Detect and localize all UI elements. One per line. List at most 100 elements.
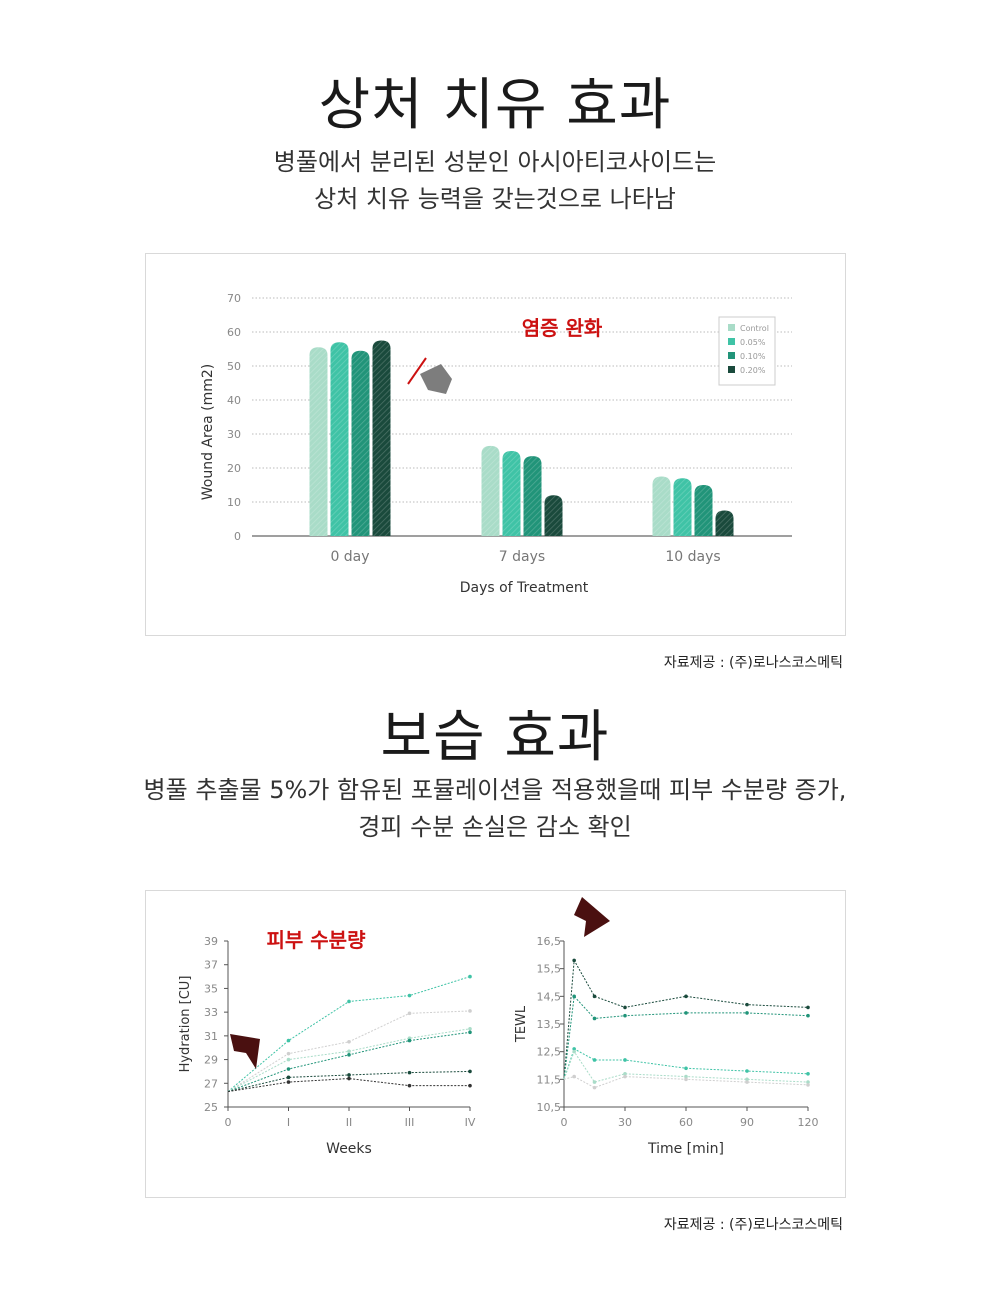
- hydration-point: [286, 1075, 291, 1080]
- tewl-y-axis-label: TEWL: [514, 1005, 529, 1043]
- bar-texture: [694, 485, 713, 536]
- tewl-point: [623, 1072, 627, 1076]
- y-tick-label: 10,5: [537, 1101, 562, 1114]
- tewl-point: [623, 1013, 627, 1018]
- x-tick-label: I: [287, 1116, 290, 1129]
- y-tick-label: 30: [227, 428, 241, 441]
- legend-swatch: [728, 324, 735, 331]
- bar-texture: [652, 476, 671, 536]
- hydration-point: [347, 1049, 351, 1054]
- y-tick-label: 50: [227, 360, 241, 373]
- hydration-point: [347, 1053, 351, 1057]
- x-axis-label: Days of Treatment: [460, 580, 589, 596]
- hydration-point: [286, 1080, 291, 1084]
- tewl-point: [806, 1013, 810, 1018]
- bar-texture: [544, 495, 563, 536]
- x-tick-label: 60: [679, 1116, 693, 1129]
- tewl-point: [806, 1083, 810, 1087]
- tewl-point: [684, 994, 688, 999]
- y-tick-label: 15,5: [537, 963, 562, 976]
- legend-swatch: [728, 352, 735, 359]
- section1-subtitle-line: 병풀에서 분리된 성분인 아시아티코사이드는: [273, 148, 717, 176]
- tewl-point: [572, 1074, 576, 1079]
- section1-subtitle-line: 상처 치유 능력을 갖는것으로 나타남: [314, 185, 676, 213]
- x-tick-label: 7 days: [499, 549, 545, 565]
- tewl-point: [684, 1077, 688, 1082]
- bar-texture: [481, 445, 500, 536]
- source-credit: 자료제공 : (주)로나스코스메틱: [663, 655, 843, 671]
- bar-texture: [715, 510, 734, 536]
- y-tick-label: 25: [204, 1101, 218, 1114]
- hydration-point: [286, 1057, 291, 1062]
- tewl-point: [745, 1069, 749, 1073]
- y-tick-label: 11,5: [537, 1073, 562, 1086]
- y-tick-label: 37: [204, 959, 218, 972]
- bar-texture: [330, 342, 349, 536]
- tewl-x-axis-label: Time [min]: [647, 1141, 724, 1157]
- legend-label: 0.10%: [740, 352, 766, 361]
- y-tick-label: 0: [234, 530, 241, 543]
- hydration-point: [468, 1083, 472, 1088]
- hydration-point: [286, 1067, 291, 1071]
- tewl-point: [592, 994, 597, 999]
- legend-label: Control: [740, 324, 769, 333]
- y-tick-label: 33: [204, 1006, 218, 1019]
- tewl-point: [745, 1077, 749, 1082]
- x-tick-label: 0 day: [330, 549, 369, 565]
- y-tick-label: 70: [227, 292, 241, 305]
- legend-label: 0.05%: [740, 338, 766, 347]
- legend-swatch: [728, 366, 735, 373]
- annotation-inflammation: 염증 완화: [522, 316, 603, 340]
- x-tick-label: 0: [561, 1116, 568, 1129]
- y-tick-label: 27: [204, 1077, 218, 1090]
- y-tick-label: 60: [227, 326, 241, 339]
- hydration-point: [286, 1051, 291, 1056]
- bar-texture: [351, 350, 370, 536]
- legend-swatch: [728, 338, 735, 345]
- source-credit: 자료제공 : (주)로나스코스메틱: [663, 1217, 843, 1233]
- hydration-point: [468, 1026, 472, 1031]
- y-tick-label: 35: [204, 982, 218, 995]
- hydration-point: [407, 1038, 412, 1043]
- wound-chart-panel: 0 10 20 30 40 50 60 70 0 day 7 days 10 days Wound …: [145, 253, 846, 636]
- x-tick-label: IV: [465, 1116, 476, 1129]
- legend-label: 0.20%: [740, 366, 766, 375]
- y-tick-label: 12,5: [537, 1046, 562, 1059]
- x-tick-label: 0: [225, 1116, 232, 1129]
- pointer-marker-icon: [230, 1034, 260, 1069]
- arrow-pointer-icon: [407, 357, 452, 394]
- hydration-y-axis-label: Hydration [CU]: [178, 976, 193, 1073]
- y-tick-label: 16,5: [537, 935, 562, 948]
- moisture-chart-panel: 25 27 29 31 33 35 37 39 0 I II III IV 10,5 11,5 12,5 13…: [145, 890, 846, 1198]
- y-tick-label: 13,5: [537, 1018, 562, 1031]
- tewl-point: [745, 1080, 749, 1084]
- tewl-point: [572, 1047, 576, 1051]
- hydration-x-axis-label: Weeks: [326, 1141, 372, 1157]
- tewl-point: [806, 1005, 810, 1010]
- tewl-point: [623, 1058, 627, 1062]
- hydration-series-line: [227, 1028, 471, 1093]
- tewl-point: [684, 1066, 688, 1071]
- tewl-point: [623, 1074, 627, 1079]
- tewl-point: [572, 958, 576, 963]
- hydration-point: [347, 1076, 351, 1081]
- hydration-point: [468, 1009, 472, 1013]
- section1-title: 상처 치유 효과: [318, 73, 672, 138]
- tewl-point: [572, 1049, 576, 1054]
- tewl-point: [684, 1074, 688, 1079]
- bar-texture: [372, 340, 391, 536]
- x-tick-label: 10 days: [665, 549, 720, 565]
- bar-texture: [523, 456, 542, 536]
- hydration-series-line: [227, 1078, 470, 1093]
- bar-texture: [673, 478, 692, 536]
- tewl-point: [572, 994, 576, 999]
- x-tick-label: 90: [740, 1116, 754, 1129]
- bar-texture: [502, 451, 521, 536]
- bar-texture: [309, 347, 328, 536]
- section2-subtitle: 병풀 추출물 5%가 함유된 포뮬레이션을 적용했을때 피부 수분량 증가, 경…: [0, 772, 990, 846]
- y-tick-label: 29: [204, 1054, 218, 1067]
- tewl-series-line: [563, 958, 809, 1080]
- tewl-point: [745, 1011, 749, 1015]
- hydration-point: [347, 1039, 351, 1044]
- hydration-point: [347, 1073, 351, 1077]
